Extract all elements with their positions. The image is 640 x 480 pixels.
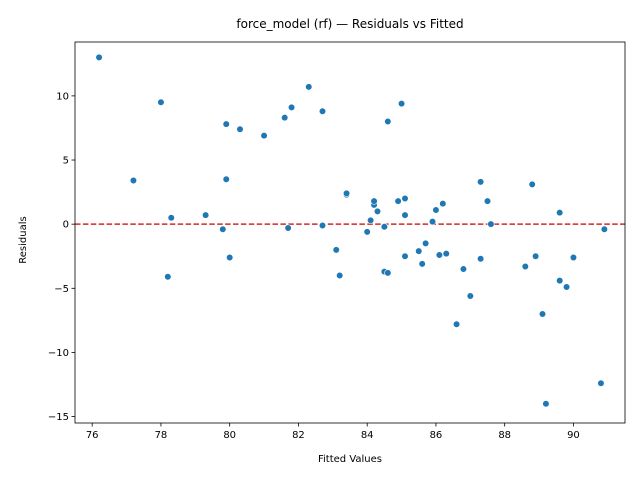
scatter-point-49 (483, 197, 492, 205)
scatter-point-57 (556, 277, 564, 285)
x-tick-label: 90 (567, 430, 580, 441)
scatter-point-54 (538, 310, 547, 318)
scatter-point-32 (397, 99, 406, 108)
y-tick-label: 10 (56, 91, 69, 102)
plot-area (74, 41, 626, 424)
scatter-point-19 (336, 271, 344, 280)
scatter-point-18 (332, 246, 340, 254)
scatter-point-38 (422, 239, 430, 248)
y-tick-label: −5 (54, 284, 69, 295)
y-tick-label: 5 (63, 156, 69, 167)
scatter-point-1 (129, 176, 138, 185)
scatter-point-7 (222, 120, 230, 128)
x-tick-label: 80 (223, 430, 236, 441)
scatter-point-48 (477, 255, 485, 263)
scatter-point-30 (384, 269, 392, 277)
scatter-point-14 (287, 103, 296, 112)
scatter-point-34 (401, 211, 409, 219)
scatter-point-51 (521, 262, 529, 271)
scatter-point-36 (415, 247, 423, 255)
x-axis-ticks: 76 78 80 82 84 86 88 90 (86, 423, 580, 441)
scatter-point-11 (260, 132, 268, 140)
scatter-point-0 (95, 53, 103, 61)
scatter-point-60 (597, 379, 605, 387)
scatter-point-52 (528, 180, 536, 188)
x-tick-label: 84 (361, 430, 374, 441)
scatter-point-43 (442, 250, 450, 258)
scatter-point-40 (432, 206, 440, 214)
scatter-point-22 (363, 228, 371, 236)
scatter-point-8 (222, 175, 230, 183)
scatter-point-47 (477, 178, 485, 186)
scatter-point-53 (532, 252, 540, 260)
scatter-point-17 (318, 221, 327, 230)
scatter-point-35 (401, 252, 409, 260)
scatter-point-44 (452, 320, 461, 328)
scatter-point-31 (394, 197, 402, 205)
scatter-point-39 (428, 217, 437, 226)
scatter-point-25 (370, 197, 378, 205)
scatter-point-29 (384, 117, 392, 126)
scatter-point-46 (466, 292, 474, 300)
scatter-point-16 (318, 107, 327, 115)
scatter-point-4 (167, 214, 175, 222)
scatter-point-26 (373, 207, 382, 215)
scatter-point-55 (542, 400, 550, 408)
x-axis-label: Fitted Values (318, 454, 382, 465)
scatter-point-45 (459, 265, 468, 273)
x-tick-label: 76 (86, 430, 99, 441)
scatter-point-6 (219, 225, 227, 233)
scatter-point-61 (600, 225, 608, 233)
scatter-point-37 (418, 260, 426, 268)
scatter-point-12 (281, 114, 289, 122)
plot-frame (74, 41, 626, 424)
y-tick-label: −15 (48, 412, 69, 423)
x-tick-label: 88 (498, 430, 511, 441)
scatter-point-33 (401, 194, 409, 203)
x-tick-label: 86 (430, 430, 443, 441)
scatter-point-28 (380, 223, 388, 231)
scatter-point-41 (435, 251, 443, 259)
scatter-point-9 (226, 253, 234, 262)
scatter-point-5 (202, 211, 210, 219)
scatter-point-10 (236, 125, 244, 133)
scatter-point-59 (569, 253, 578, 262)
x-tick-label: 82 (292, 430, 305, 441)
scatter-point-13 (284, 224, 292, 232)
scatter-point-2 (157, 98, 165, 106)
scatter-point-21 (342, 189, 351, 197)
y-tick-label: −10 (48, 348, 69, 359)
scatter-point-23 (367, 216, 375, 224)
y-axis-label: Residuals (18, 216, 29, 263)
chart-title: force_model (rf) — Residuals vs Fitted (236, 17, 463, 31)
x-tick-label: 78 (155, 430, 168, 441)
scatter-point-15 (305, 83, 313, 91)
scatter-point-42 (439, 200, 447, 208)
scatter-point-50 (487, 220, 495, 228)
scatter-point-58 (562, 283, 571, 291)
scatter-point-56 (556, 209, 564, 217)
y-tick-label: 0 (63, 220, 69, 231)
scatter-point-3 (164, 273, 172, 281)
y-axis-ticks: −15 −10 −5 0 5 10 (48, 91, 75, 423)
